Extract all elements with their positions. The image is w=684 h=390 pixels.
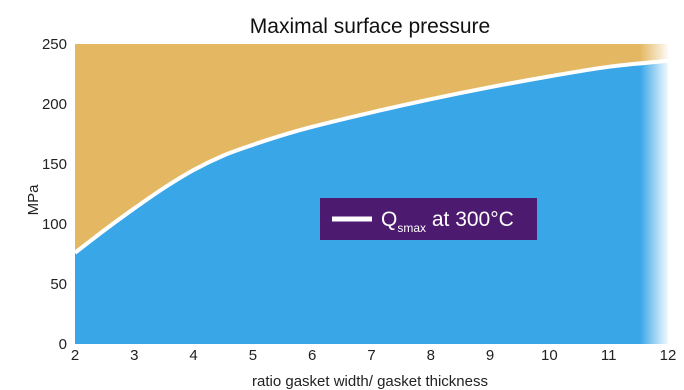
- x-tick-label: 12: [660, 347, 677, 364]
- x-tick-label: 11: [601, 347, 617, 364]
- y-tick-label: 50: [50, 276, 67, 293]
- y-tick-label: 150: [42, 156, 67, 173]
- x-tick-label: 4: [189, 347, 197, 364]
- y-axis-ticks: 0 50 100 150 200 250: [42, 36, 67, 353]
- y-tick-label: 200: [42, 96, 67, 113]
- legend-label-sub: smax: [397, 221, 426, 235]
- x-tick-label: 6: [308, 347, 316, 364]
- x-axis-label: ratio gasket width/ gasket thickness: [252, 373, 488, 390]
- x-tick-label: 3: [130, 347, 138, 364]
- x-tick-label: 10: [541, 347, 558, 364]
- legend-label-suffix: at 300°C: [426, 208, 514, 231]
- x-axis-ticks: 2 3 4 5 6 7 8 9 10 11 12: [71, 347, 677, 364]
- qsmax-curve: [73, 58, 669, 255]
- x-tick-label: 2: [71, 347, 79, 364]
- y-tick-label: 250: [42, 36, 67, 53]
- y-axis-label: MPa: [25, 184, 42, 216]
- x-tick-label: 5: [249, 347, 257, 364]
- y-tick-label: 0: [59, 336, 67, 353]
- legend-label-main: Q: [381, 208, 397, 231]
- legend-label: Qsmax at 300°C: [381, 208, 514, 235]
- x-tick-label: 8: [427, 347, 435, 364]
- x-tick-label: 7: [367, 347, 375, 364]
- legend: Qsmax at 300°C: [320, 198, 537, 240]
- y-tick-label: 100: [42, 216, 67, 233]
- chart-title: Maximal surface pressure: [250, 15, 490, 38]
- plot-area: [73, 44, 670, 345]
- x-tick-label: 9: [486, 347, 494, 364]
- right-fade: [640, 44, 670, 344]
